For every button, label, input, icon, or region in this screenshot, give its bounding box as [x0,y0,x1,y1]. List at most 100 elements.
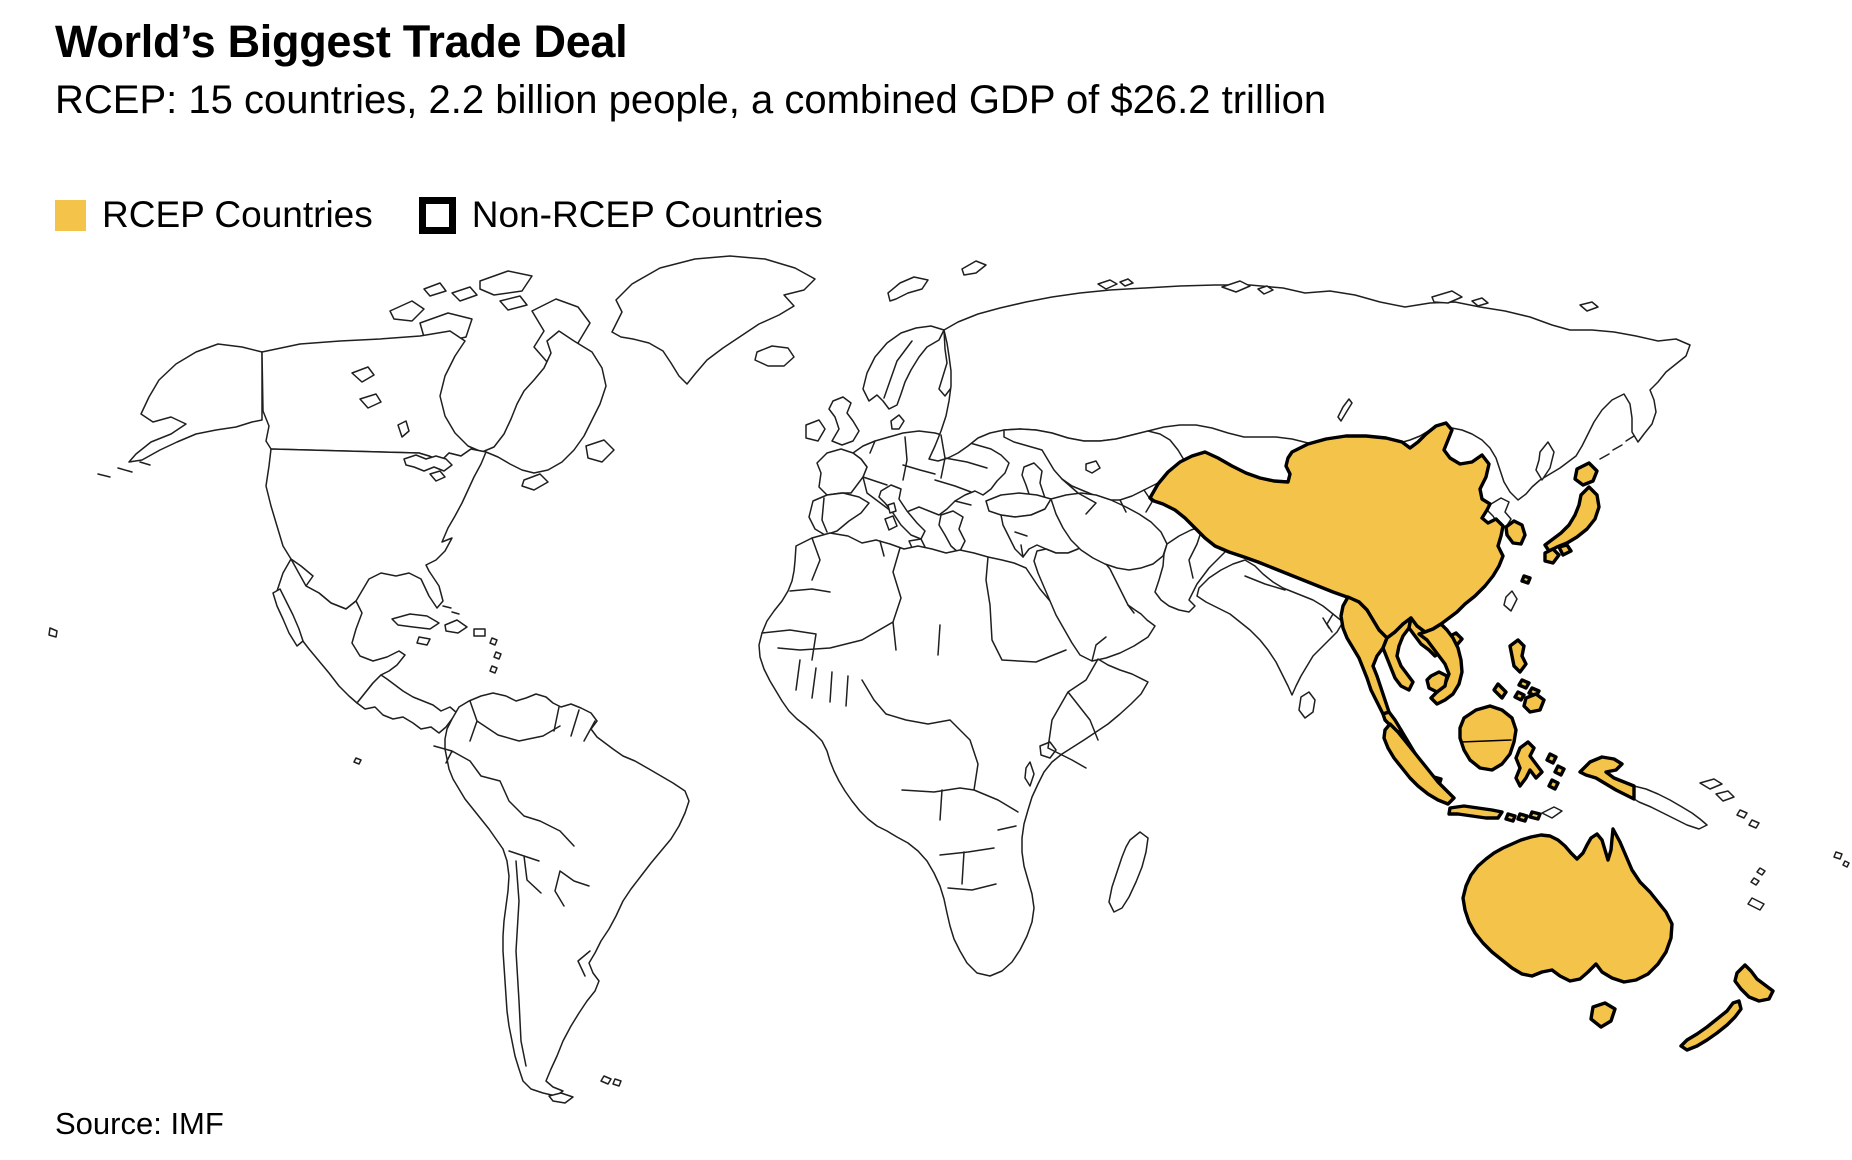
source-note: Source: IMF [55,1106,224,1141]
country-madagascar [1108,831,1149,913]
islands-fiji [1833,851,1850,868]
region-indonesia-papua [1578,755,1636,801]
lake-winnipeg [397,420,410,438]
country-iran [1050,492,1168,571]
legend-item-rcep: RCEP Countries [55,194,373,236]
island-java [1447,804,1504,820]
country-australia [1461,827,1674,984]
borders-europe [821,340,988,533]
country-cuba [391,613,440,630]
region-balkans-greece [938,510,966,554]
island-arctic [451,286,478,302]
island-palawan [1492,682,1508,700]
island-banks [389,300,425,322]
country-japan-hokkaido [1573,461,1599,487]
chart-subtitle: RCEP: 15 countries, 2.2 billion people, … [55,77,1327,122]
border-malaysia-indonesia [1460,739,1512,743]
borders-middle-east [1014,531,1135,662]
country-borders-group [97,340,1635,1067]
country-iceland [754,345,795,367]
country-south-korea [1504,519,1527,546]
legend: RCEP Countries Non-RCEP Countries [55,194,823,236]
island-sardinia [884,515,898,531]
borders-south-america [433,700,596,1067]
country-philippines-luzon [1508,638,1528,674]
island-timor [1541,806,1563,819]
islands-antilles [489,637,502,674]
island-hispaniola [444,619,468,634]
islands-galapagos [353,757,362,765]
legend-item-non-rcep: Non-RCEP Countries [418,194,823,236]
lake-tanganyika [1024,761,1035,787]
great-lakes [429,470,446,482]
island-borneo [1458,704,1518,772]
island-tasmania [1589,1001,1617,1029]
legend-label-non-rcep: Non-RCEP Countries [471,194,823,235]
islands-vanuatu [1750,867,1766,886]
island-puerto-rico [473,628,486,637]
islands-aleutian [97,461,151,478]
country-japan-kyushu [1543,547,1561,565]
great-lakes [403,454,453,472]
island-corsica [887,502,897,514]
country-philippines-mindanao [1522,692,1546,714]
lake-baikal [1337,398,1353,422]
region-baja [272,588,304,647]
lake-great-slave [359,393,382,409]
islands-lesser-sunda [1504,810,1542,823]
country-sri-lanka [1298,691,1316,719]
continent-south-america [444,692,690,1097]
island-new-caledonia [1747,897,1765,911]
island-jamaica [416,636,431,646]
island-arctic [423,282,447,297]
country-cambodia [1425,670,1449,694]
borders-south-asia [1188,525,1334,633]
island-sulawesi [1514,740,1544,788]
country-new-zealand-south [1679,999,1743,1052]
country-denmark [890,414,905,430]
islands-bahamas [442,605,460,615]
continent-africa [758,532,1149,977]
region-central-europe [852,430,1010,518]
island-novaya-zemlya [887,276,929,302]
legend-label-rcep: RCEP Countries [102,194,373,235]
islands-new-siberian [1431,290,1489,307]
country-usa-alaska [128,343,263,463]
country-greenland [611,255,816,385]
island-tierra-del-fuego [548,1092,574,1104]
islands-moluccas [1545,752,1566,791]
islands-franz-josef [1097,278,1134,290]
country-usa [265,448,487,610]
legend-swatch-rcep [55,199,86,231]
island-wrangel [1579,301,1599,312]
header: World’s Biggest Trade Deal RCEP: 15 coun… [55,16,1326,124]
borders-africa [761,537,1099,891]
borders-central-asia [1061,478,1153,515]
island-hawaii [48,627,58,638]
country-india [1196,559,1344,696]
region-iberia [808,492,870,536]
country-new-zealand-north [1733,963,1775,1003]
country-china [1148,421,1505,640]
region-central-america [356,674,458,734]
country-japan-honshu [1543,485,1601,553]
island-taiwan [1503,590,1518,612]
region-nova-scotia [521,473,549,491]
legend-swatch-non-rcep [418,196,456,234]
islands-falkland [600,1075,622,1087]
region-scandinavia [862,325,945,410]
island-newfoundland [585,439,615,463]
lake-great-bear [351,366,375,383]
island-sumatra [1382,722,1456,806]
country-ireland [805,419,826,442]
islands-kuril [1599,435,1635,460]
island-sakhalin [1535,441,1555,481]
islands-bismarck [1699,778,1735,802]
rcep-countries-group [1148,421,1775,1052]
aral-sea [1085,460,1101,474]
islands-okinawa [1520,574,1532,585]
country-papua-new-guinea [1633,785,1708,830]
country-great-britain [828,396,860,446]
chart-title: World’s Biggest Trade Deal [55,16,628,67]
